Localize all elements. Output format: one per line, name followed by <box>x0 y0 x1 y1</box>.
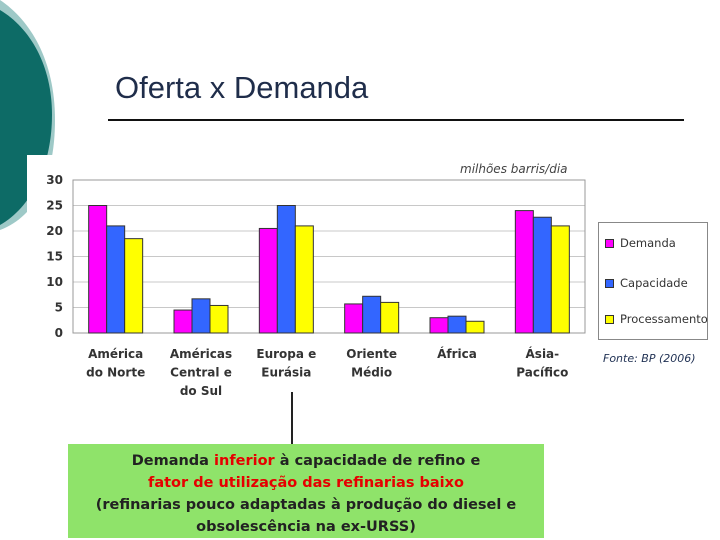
bar-capacidade <box>276 205 296 334</box>
bar-demanda <box>88 205 108 334</box>
x-tick-label: África <box>437 346 477 361</box>
x-tick-label: Oriente <box>346 347 397 361</box>
bar-demanda <box>344 303 364 334</box>
bar-demanda <box>429 317 449 334</box>
callout-highlight-inferior: inferior <box>214 453 275 469</box>
bar-capacidade <box>447 315 467 334</box>
y-tick-label: 20 <box>46 224 63 238</box>
bar-processamento <box>209 304 229 334</box>
callout-line-4: obsolescência na ex-URSS) <box>196 519 416 535</box>
x-tick-label: Ásia- <box>526 346 560 361</box>
bar-processamento <box>380 301 400 334</box>
bar-demanda <box>173 309 193 334</box>
x-tick-label: Américas <box>170 347 232 361</box>
callout-line-1a: Demanda <box>131 453 215 469</box>
bar-processamento <box>124 238 144 334</box>
legend-item-capacidade: Capacidade <box>605 276 688 290</box>
legend-label-capacidade: Capacidade <box>620 276 688 290</box>
legend-item-processamento: Processamento <box>605 312 708 326</box>
bar-chart: 0 5 10 15 20 25 30 América do Norte Américas Centr… <box>46 173 586 398</box>
x-tick-label: do Norte <box>86 366 145 380</box>
x-tick-label: Médio <box>351 366 392 380</box>
bar-demanda <box>258 227 278 334</box>
legend-item-demanda: Demanda <box>605 236 676 250</box>
chart-unit-label: milhões barris/dia <box>460 162 568 176</box>
chart-source-note: Fonte: BP (2006) <box>603 352 696 365</box>
y-tick-label: 5 <box>55 301 63 315</box>
chart-legend: Demanda Capacidade Processamento <box>598 222 708 340</box>
x-tick-label: Pacífico <box>516 366 568 380</box>
bar-processamento <box>294 225 314 334</box>
bar-demanda <box>514 210 534 334</box>
x-tick-label: Europa e <box>256 347 316 361</box>
legend-swatch-processamento <box>605 315 614 324</box>
legend-label-processamento: Processamento <box>620 312 708 326</box>
legend-swatch-capacidade <box>605 279 614 288</box>
y-tick-label: 15 <box>46 250 63 264</box>
slide-title: Oferta x Demanda <box>115 70 369 105</box>
x-tick-label: do Sul <box>180 384 222 398</box>
x-tick-label: América <box>88 347 143 361</box>
bar-processamento <box>465 320 485 334</box>
x-tick-label: Eurásia <box>261 366 311 380</box>
bar-capacidade <box>362 295 382 334</box>
y-tick-label: 10 <box>46 275 63 289</box>
callout-line-1: Demanda inferior à capacidade de refino … <box>68 450 544 472</box>
bar-processamento <box>550 225 570 334</box>
bar-capacidade <box>532 216 552 334</box>
callout-box: Demanda inferior à capacidade de refino … <box>68 444 544 538</box>
legend-label-demanda: Demanda <box>620 236 676 250</box>
y-tick-label: 0 <box>55 326 63 340</box>
callout-line-2: fator de utilização das refinarias baixo <box>148 475 464 491</box>
legend-swatch-demanda <box>605 239 614 248</box>
plot-frame <box>72 179 586 334</box>
callout-line-3: (refinarias pouco adaptadas à produção d… <box>95 497 517 513</box>
bar-capacidade <box>106 225 126 334</box>
y-tick-label: 30 <box>46 173 63 187</box>
y-tick-label: 25 <box>46 199 63 213</box>
x-tick-label: Central e <box>170 366 232 380</box>
callout-line-1c: à capacidade de refino e <box>274 453 481 469</box>
title-divider <box>108 119 684 121</box>
bar-capacidade <box>191 298 211 334</box>
callout-connector-line <box>291 392 293 446</box>
